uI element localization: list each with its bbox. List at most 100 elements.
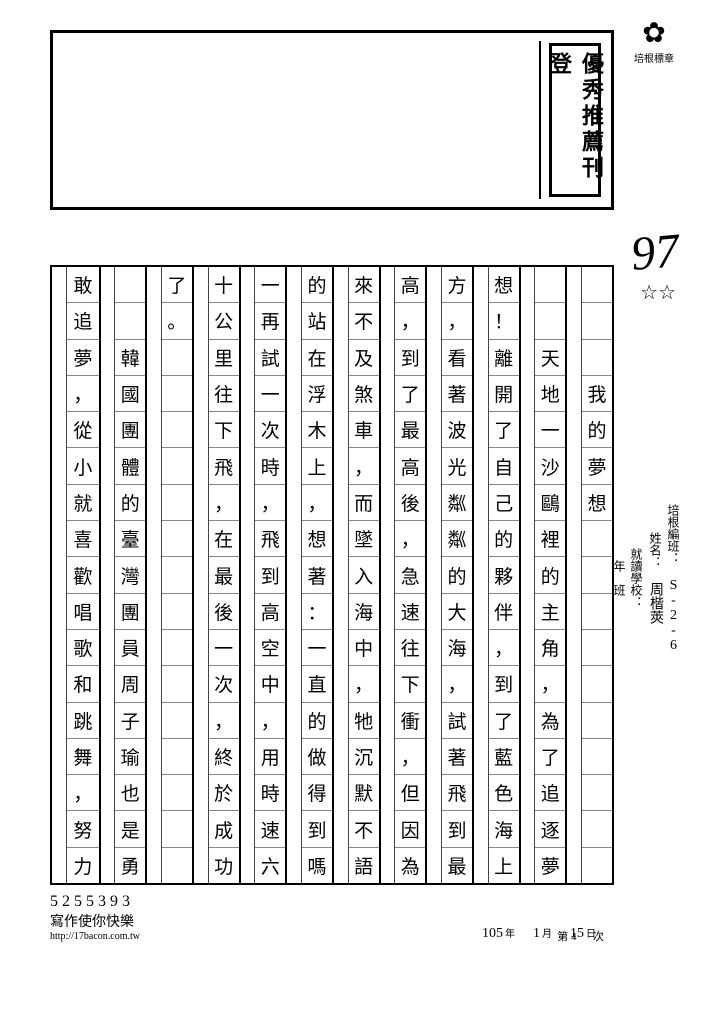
grid-cell: 自 [489,448,519,484]
grid-cell: 的 [535,557,565,593]
grid-cell: 唱 [67,594,98,630]
grid-cell [535,267,565,303]
grid-cell: 了 [489,412,519,448]
grid-cell: 高 [395,267,425,303]
grid-cell: 我 [582,376,612,412]
grid-cell: 語 [349,848,379,883]
grid-cell: 大 [442,594,472,630]
grid-cell: 最 [395,412,425,448]
grid-cell [582,557,612,593]
grid-cell: 海 [349,594,379,630]
grid-cell: 得 [302,775,332,811]
grid-cell: 一 [302,630,332,666]
grid-cell [115,303,145,339]
column-pair: 韓國團體的臺灣團員周子瑜也是勇 [99,267,146,883]
grid-cell: 周 [115,666,145,702]
month-label: 月 [542,929,552,940]
grid-cell: 時 [255,448,285,484]
grid-cell: 不 [349,811,379,847]
text-column: 天地一沙鷗裡的主角，為了追逐夢 [534,267,565,883]
grid-cell: 煞 [349,376,379,412]
class-label: 培根編班： [666,504,680,564]
grid-cell: 一 [535,412,565,448]
grid-cell: 而 [349,485,379,521]
grid-cell: 為 [535,703,565,739]
column-pair: 天地一沙鷗裡的主角，為了追逐夢 [519,267,566,883]
grid-cell: 一 [255,267,285,303]
grid-cell: 團 [115,412,145,448]
grid-cell [535,303,565,339]
footer-url: http://17bacon.com.tw [50,931,140,942]
grid-cell: 夢 [67,340,98,376]
text-column: 了。 [161,267,192,883]
grid-cell [582,267,612,303]
grid-cell: ， [395,303,425,339]
column-pair: 方，看著波光粼粼的大海，試著飛到最 [425,267,472,883]
grid-cell: 體 [115,448,145,484]
column-pair: 十公里往下飛，在最後一次，終於成功 [192,267,239,883]
seq-prefix: 第 [557,931,568,943]
grid-cell: 往 [395,630,425,666]
grid-cell [582,848,612,883]
grid-cell: 灣 [115,557,145,593]
grid-cell: 舞 [67,739,98,775]
grid-cell: 里 [209,340,239,376]
grid-cell: 高 [395,448,425,484]
grid-cell: ： [302,594,332,630]
column-pair: 的站在浮木上，想著：一直的做得到嗎 [285,267,332,883]
annotation-column [192,267,208,883]
footer-tagline: 寫作使你快樂 [50,911,140,931]
grid-cell: 默 [349,775,379,811]
grid-cell: 飛 [255,521,285,557]
page-footer: 5255393 寫作使你快樂 http://17bacon.com.tw 105… [50,893,614,942]
score-stars: ☆☆ [640,280,676,305]
grid-cell [162,340,192,376]
grid-cell: 急 [395,557,425,593]
grid-cell: 裡 [535,521,565,557]
grid-cell: 用 [255,739,285,775]
annotation-column [332,267,348,883]
grade-label: 年 班 [612,560,626,596]
grid-cell: ， [395,521,425,557]
grid-cell: 想 [582,485,612,521]
grid-cell: 追 [535,775,565,811]
grid-cell [162,811,192,847]
grid-cell: 努 [67,811,98,847]
grid-cell [162,848,192,883]
grid-cell: 離 [489,340,519,376]
grid-cell [162,775,192,811]
annotation-column [285,267,301,883]
grid-cell: 因 [395,811,425,847]
grid-cell: 次 [255,412,285,448]
grid-cell: 國 [115,376,145,412]
score-value: 97 [629,223,682,282]
grid-cell [162,739,192,775]
grid-cell: 的 [442,557,472,593]
grid-cell: 團 [115,594,145,630]
column-pair: 高，到了最高後，急速往下衝，但因為 [379,267,426,883]
grid-cell: 做 [302,739,332,775]
column-pair: 來不及煞車，而墜入海中，牠沉默不語 [332,267,379,883]
grid-cell: 站 [302,303,332,339]
grid-cell: ， [349,448,379,484]
grid-cell: 敢 [67,267,98,303]
blank-comment-box [61,41,541,199]
text-column: 敢追夢，從小就喜歡唱歌和跳舞，努力 [66,267,98,883]
grid-cell: ， [349,666,379,702]
grid-cell: 最 [442,848,472,883]
grid-cell: 直 [302,666,332,702]
grid-cell: 波 [442,412,472,448]
grid-cell: 飛 [442,775,472,811]
grid-cell [582,630,612,666]
grid-cell: 試 [442,703,472,739]
grid-cell: 子 [115,703,145,739]
grid-cell [162,630,192,666]
grid-cell [162,557,192,593]
grid-cell: 了 [489,703,519,739]
annotation-column [239,267,255,883]
column-pair: 想！離開了自己的夥伴，到了藍色海上 [472,267,519,883]
grid-cell: 嗎 [302,848,332,883]
grid-cell: 了 [162,267,192,303]
grid-cell: 牠 [349,703,379,739]
grid-cell: 主 [535,594,565,630]
